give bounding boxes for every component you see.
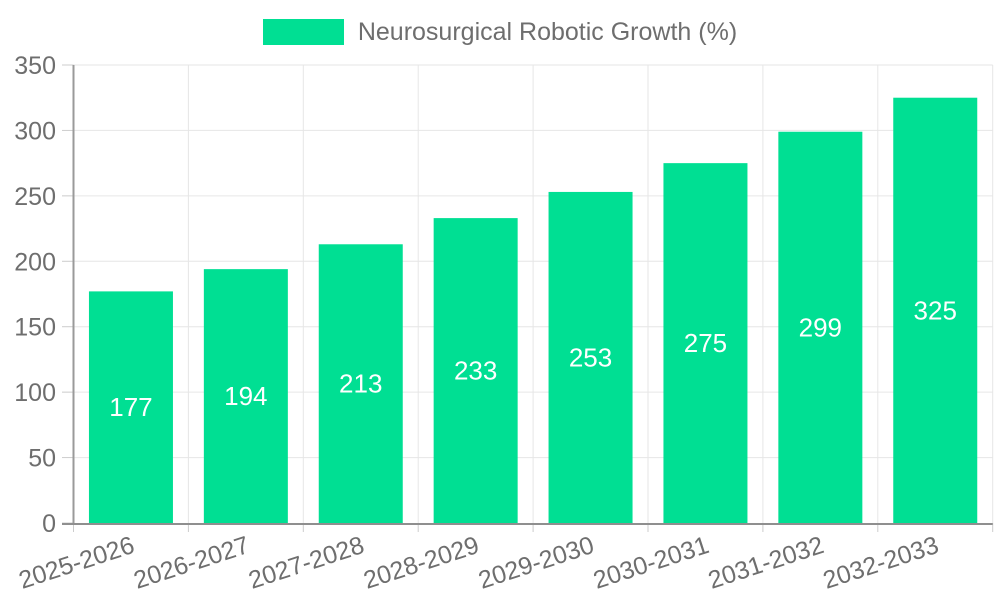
bar[interactable] (548, 191, 633, 523)
bar-value-label: 177 (109, 392, 152, 422)
y-axis-tick-label: 0 (42, 510, 56, 538)
bar[interactable] (433, 218, 518, 524)
y-axis-tick-label: 200 (14, 248, 56, 276)
x-axis-tick-label: 2026-2027 (130, 531, 252, 595)
y-axis-tick-label: 50 (28, 445, 56, 473)
bar-value-label: 233 (454, 356, 497, 386)
x-axis-tick-label: 2028-2029 (360, 531, 482, 595)
bar-value-label: 325 (914, 295, 957, 325)
y-axis-tick-label: 300 (14, 117, 56, 145)
y-axis-tick-label: 100 (14, 379, 56, 407)
bar[interactable] (203, 269, 288, 523)
bar-value-label: 194 (224, 381, 267, 411)
legend-label: Neurosurgical Robotic Growth (%) (357, 18, 738, 46)
bar-value-label: 299 (799, 312, 842, 342)
legend[interactable]: Neurosurgical Robotic Growth (%) (0, 16, 1000, 48)
bar[interactable] (893, 97, 978, 523)
x-axis-tick-label: 2025-2026 (15, 531, 137, 595)
legend-swatch (262, 19, 344, 45)
bar[interactable] (663, 163, 748, 523)
bar[interactable] (88, 291, 173, 523)
bar[interactable] (318, 244, 403, 523)
x-axis-tick-label: 2031-2032 (705, 531, 827, 595)
bar-value-label: 275 (684, 328, 727, 358)
x-axis-tick-label: 2030-2031 (590, 531, 712, 595)
y-axis-tick-label: 150 (14, 314, 56, 342)
x-axis-tick-label: 2027-2028 (245, 531, 367, 595)
y-axis-tick-label: 250 (14, 183, 56, 211)
y-axis-tick-label: 350 (14, 52, 56, 80)
x-axis-tick-label: 2029-2030 (475, 531, 597, 595)
x-axis-tick-label: 2032-2033 (820, 531, 942, 595)
bar-value-label: 253 (569, 342, 612, 372)
bar-value-label: 213 (339, 369, 382, 399)
bar[interactable] (778, 131, 863, 524)
